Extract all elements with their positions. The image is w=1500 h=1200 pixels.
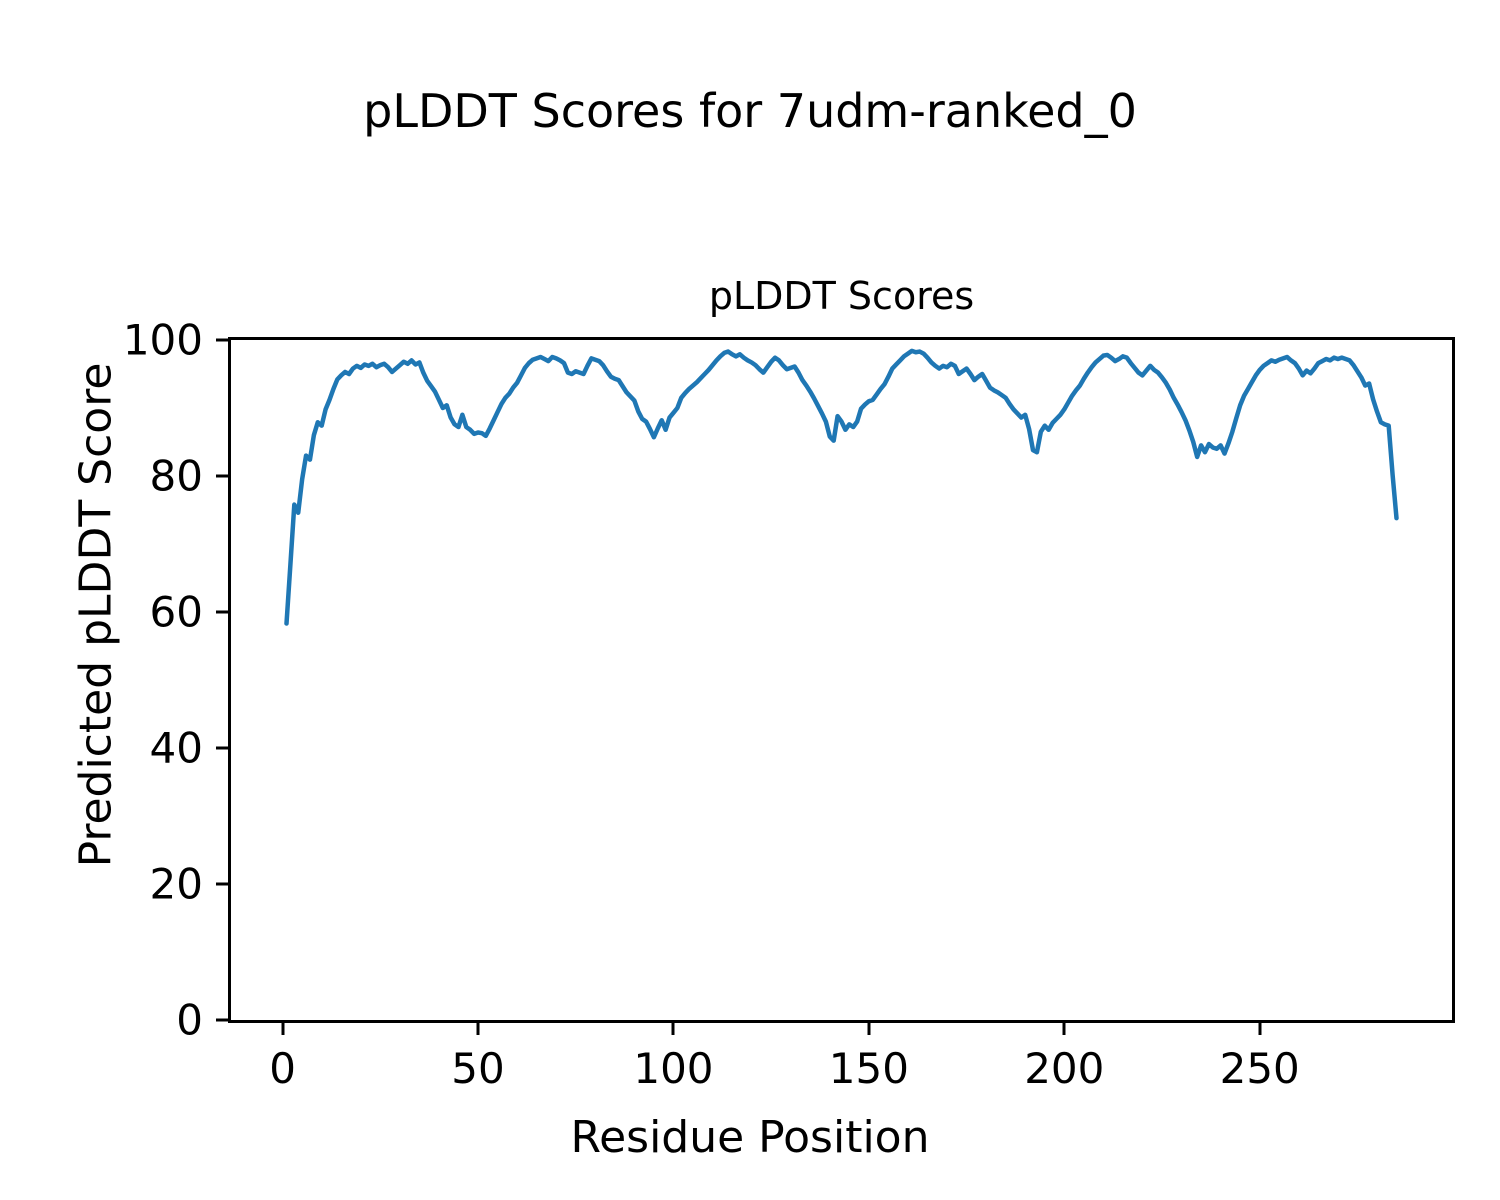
x-tick-label: 150 <box>828 1044 909 1093</box>
y-tick-mark <box>216 610 231 614</box>
y-tick-mark <box>216 338 231 342</box>
y-tick-label: 80 <box>149 451 203 501</box>
line-plot <box>231 340 1452 1020</box>
y-tick-mark <box>216 882 231 886</box>
x-axis-label: Residue Position <box>570 1112 930 1163</box>
x-tick-label: 250 <box>1219 1044 1300 1093</box>
chart-title: pLDDT Scores <box>708 274 975 318</box>
x-tick-mark <box>281 1020 285 1035</box>
x-tick-label: 50 <box>451 1044 505 1093</box>
x-tick-mark <box>1258 1020 1262 1035</box>
y-tick-label: 0 <box>176 995 203 1045</box>
plddt-line <box>287 351 1397 624</box>
y-tick-mark <box>216 1018 231 1022</box>
y-tick-label: 40 <box>149 723 203 773</box>
x-tick-mark <box>671 1020 675 1035</box>
y-axis-label: Predicted pLDDT Score <box>70 362 122 868</box>
y-tick-label: 20 <box>149 859 203 909</box>
x-tick-label: 200 <box>1024 1044 1105 1093</box>
y-tick-mark <box>216 746 231 750</box>
figure-title: pLDDT Scores for 7udm-ranked_0 <box>363 84 1137 138</box>
y-tick-label: 60 <box>149 587 203 637</box>
x-tick-mark <box>1062 1020 1066 1035</box>
plot-area: 0 50 100 150 200 250 0 20 40 60 80 100 <box>123 316 1455 1093</box>
y-tick-label: 100 <box>122 315 203 365</box>
x-tick-mark <box>867 1020 871 1035</box>
x-tick-mark <box>476 1020 480 1035</box>
x-tick-label: 100 <box>633 1044 714 1093</box>
y-tick-mark <box>216 474 231 478</box>
x-tick-label: 0 <box>269 1044 296 1093</box>
